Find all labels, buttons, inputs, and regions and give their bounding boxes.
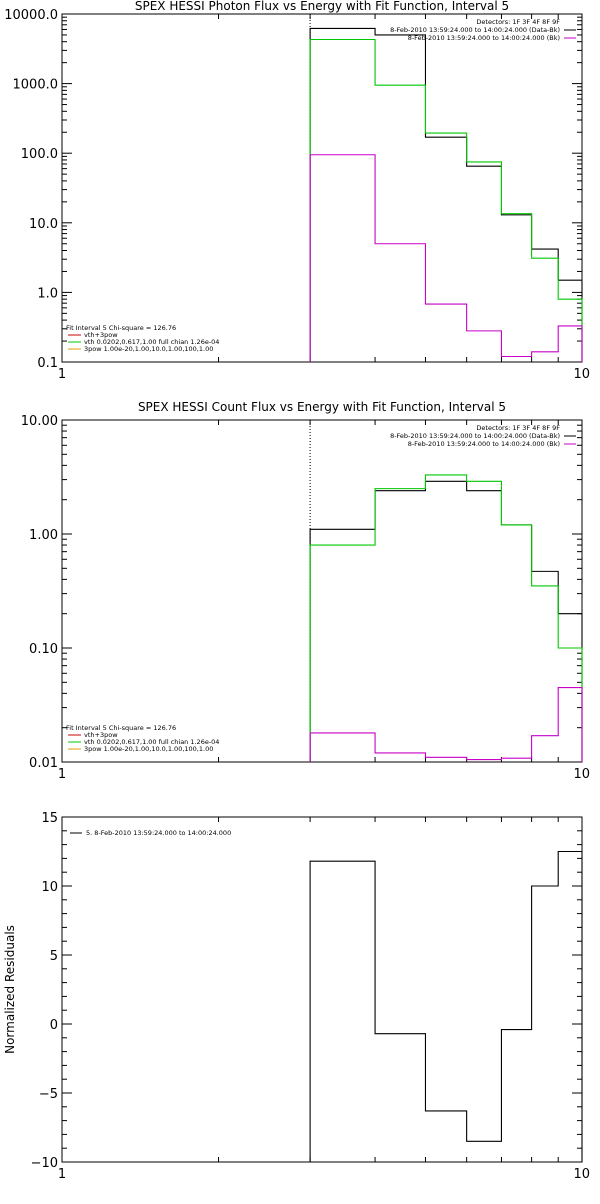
y-tick-label: −5 (39, 1087, 58, 1102)
legend-right-entry: 8-Feb-2010 13:59:24.000 to 14:00:24.000 … (390, 432, 560, 440)
plot-frame (61, 419, 583, 763)
y-axis: −10 −5 0 5 10 15 (31, 811, 582, 1171)
plot-frame (61, 816, 583, 1163)
x-tick-label: 1 (58, 767, 66, 782)
x-tick-label: 1 (58, 1167, 66, 1182)
legend-left-entry: vth+3pow (84, 331, 118, 339)
y-tick-label: 0.01 (29, 756, 58, 771)
legend-left: Fit Interval 5 Chi-square = 126.76vth+3p… (66, 324, 219, 353)
chart-panel-2: SPEX HESSI Count Flux vs Energy with Fit… (21, 400, 590, 782)
y-tick-label: 5 (50, 949, 58, 964)
y-tick-label: 10 (41, 880, 58, 895)
legend-left-entry: 3pow 1.00e-20,1.00,10.0,1.00,100,1.00 (84, 745, 213, 753)
y-tick-label: 1.0 (37, 286, 58, 301)
x-tick-label: 1 (58, 367, 66, 382)
chart-title: SPEX HESSI Count Flux vs Energy with Fit… (138, 400, 506, 414)
y-axis: 0.1 1.0 10.0 100.0 1000.0 10000.0 (4, 8, 582, 371)
series-line-magenta (309, 686, 583, 762)
legend-top: 5. 8-Feb-2010 13:59:24.000 to 14:00:24.0… (70, 829, 231, 837)
series-line-green (309, 474, 583, 762)
series-line-green (309, 38, 583, 362)
x-tick-label: 10 (573, 1167, 590, 1182)
legend-right-entry: Detectors: 1F 3F 4F 8F 9F (476, 18, 560, 26)
series-line-magenta (309, 154, 583, 362)
x-tick-label: 10 (573, 767, 590, 782)
series-line-black (309, 850, 583, 1162)
y-tick-label: 10.00 (21, 414, 58, 429)
legend-right-entry: 8-Feb-2010 13:59:24.000 to 14:00:24.000 … (408, 440, 560, 448)
legend-left-entry: Fit Interval 5 Chi-square = 126.76 (66, 724, 176, 732)
legend-right: Detectors: 1F 3F 4F 8F 9F8-Feb-2010 13:5… (390, 424, 576, 448)
legend-right-entry: 8-Feb-2010 13:59:24.000 to 14:00:24.000 … (390, 26, 560, 34)
series-line-black (309, 27, 583, 362)
y-tick-label: 1000.0 (13, 78, 59, 93)
legend-left-entry: vth 0.0202,0.617,1.00 full chian 1.26e-0… (84, 338, 219, 346)
legend-left-entry: vth+3pow (84, 731, 118, 739)
y-axis-label: Normalized Residuals (3, 925, 17, 1054)
y-tick-label: 0.10 (29, 642, 58, 657)
legend-right-entry: 8-Feb-2010 13:59:24.000 to 14:00:24.000 … (408, 34, 560, 42)
plot-frame (61, 13, 583, 363)
legend-top-entry: 5. 8-Feb-2010 13:59:24.000 to 14:00:24.0… (86, 829, 231, 837)
legend-left-entry: vth 0.0202,0.617,1.00 full chian 1.26e-0… (84, 738, 219, 746)
y-tick-label: 1.00 (29, 528, 58, 543)
legend-left-entry: Fit Interval 5 Chi-square = 126.76 (66, 324, 176, 332)
y-tick-label: 0 (50, 1018, 58, 1033)
chart-title: SPEX HESSI Photon Flux vs Energy with Fi… (135, 0, 509, 13)
y-tick-label: 10.0 (29, 217, 58, 232)
y-tick-label: 15 (41, 811, 58, 826)
y-axis: 0.01 0.10 1.00 10.00 (21, 414, 582, 771)
legend-left-entry: 3pow 1.00e-20,1.00,10.0,1.00,100,1.00 (84, 345, 213, 353)
chart-panel-1: SPEX HESSI Photon Flux vs Energy with Fi… (4, 0, 590, 382)
y-tick-label: 0.1 (37, 356, 58, 371)
series-line-black (309, 480, 583, 762)
legend-right: Detectors: 1F 3F 4F 8F 9F8-Feb-2010 13:5… (390, 18, 576, 42)
x-axis: 1 10 (58, 817, 590, 1182)
legend-right-entry: Detectors: 1F 3F 4F 8F 9F (476, 424, 560, 432)
legend-left: Fit Interval 5 Chi-square = 126.76vth+3p… (66, 724, 219, 753)
chart-panel-3: 1 10 −10 −5 0 5 10 15 Normalized Residuals 5. 8-F… (3, 811, 590, 1182)
y-tick-label: 10000.0 (4, 8, 58, 23)
y-tick-label: 100.0 (21, 147, 58, 162)
y-tick-label: −10 (31, 1156, 58, 1171)
x-tick-label: 10 (573, 367, 590, 382)
